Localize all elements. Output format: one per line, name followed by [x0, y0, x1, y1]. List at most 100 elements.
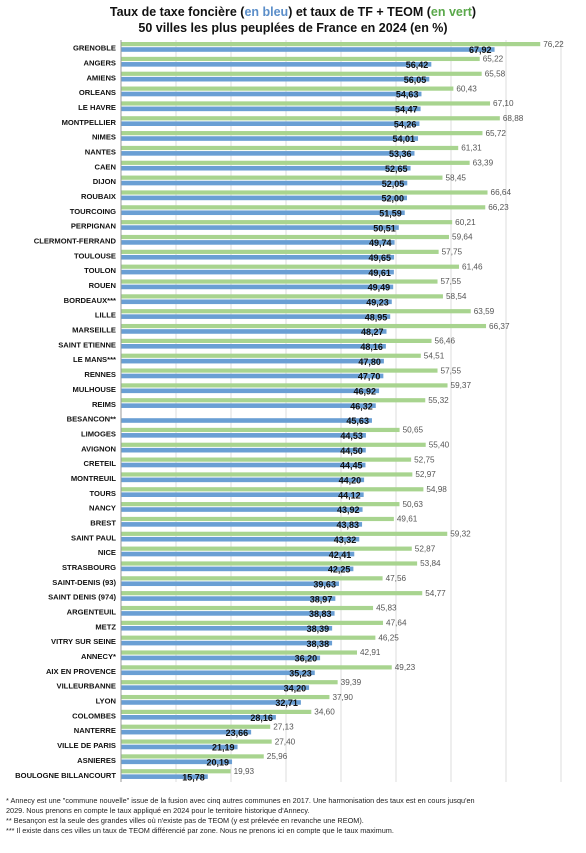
data-label-tf: 32,71	[275, 698, 298, 708]
bar-tf	[121, 447, 366, 453]
data-label-tf-teom: 60,21	[455, 218, 476, 227]
bar-row: 52,87 42,41 NICE	[98, 544, 436, 559]
bar-row: 76,22 67,92 GRENOBLE	[73, 40, 564, 55]
data-label-tf: 34,20	[284, 683, 307, 693]
bar-row: 54,51 47,80 LE MANS***	[73, 351, 445, 366]
data-label-tf-teom: 67,10	[493, 99, 514, 108]
bar-tf	[121, 611, 335, 616]
bar-row: 61,31 53,36 NANTES	[85, 144, 482, 159]
data-label-tf: 43,83	[337, 520, 360, 530]
bar-tf	[121, 715, 276, 720]
data-label-tf: 56,42	[406, 60, 429, 70]
bar-row: 50,65 44,53 LIMOGES	[81, 426, 424, 441]
bar-tf-teom	[121, 145, 459, 151]
category-label: VILLE DE PARIS	[57, 741, 116, 750]
bar-row: 47,56 39,63 SAINT-DENIS (93)	[52, 574, 406, 589]
bar-row: 27,13 23,66 NANTERRE	[74, 722, 294, 737]
bar-tf	[121, 522, 363, 527]
data-label-tf: 48,16	[360, 342, 383, 352]
data-label-tf: 54,01	[393, 134, 416, 144]
category-label: TOURS	[90, 489, 116, 498]
category-label: ROUEN	[89, 281, 116, 290]
data-label-tf-teom: 68,88	[503, 114, 524, 123]
data-label-tf: 44,50	[340, 446, 363, 456]
category-label: TOULOUSE	[74, 251, 116, 260]
bar-row: 66,64 52,00 ROUBAIX	[81, 188, 511, 203]
bar-tf-teom	[121, 650, 358, 655]
data-label-tf-teom: 27,13	[273, 722, 294, 731]
data-label-tf: 52,00	[381, 194, 404, 204]
data-label-tf-teom: 19,93	[234, 767, 255, 776]
bar-tf	[121, 418, 372, 423]
category-label: MULHOUSE	[73, 385, 116, 394]
data-label-tf: 52,05	[382, 179, 405, 189]
category-label: BESANCON**	[67, 415, 116, 424]
bar-row: 55,40 44,50 AVIGNON	[81, 440, 450, 455]
data-label-tf-teom: 58,54	[446, 292, 467, 301]
category-label: COLOMBES	[72, 711, 116, 720]
data-label-tf-teom: 50,63	[402, 500, 423, 509]
data-label-tf: 20,19	[207, 758, 230, 768]
category-label: AMIENS	[86, 73, 116, 82]
bar-tf	[121, 329, 387, 334]
category-label: MARSEILLE	[72, 326, 116, 335]
category-label: TOULON	[84, 266, 116, 275]
bar-tf	[121, 151, 415, 156]
bar-row: 46,25 38,38 VITRY SUR SEINE	[51, 633, 399, 648]
bar-tf	[121, 596, 336, 601]
bar-row: 58,54 49,23 BORDEAUX***	[64, 292, 467, 307]
data-label-tf-teom: 37,90	[332, 693, 353, 702]
bar-tf-teom	[121, 398, 426, 403]
data-label-tf: 48,95	[365, 312, 388, 322]
category-label: LIMOGES	[81, 429, 116, 438]
category-label: TOURCOING	[70, 207, 116, 216]
data-label-tf: 43,92	[337, 505, 360, 515]
bar-tf-teom	[121, 635, 376, 640]
bar-tf-teom	[121, 86, 454, 91]
bar-tf-teom	[121, 502, 400, 507]
bar-tf	[121, 136, 419, 141]
title-green-legend: en vert	[430, 5, 472, 19]
bar-row: 65,22 56,42 ANGERS	[84, 55, 504, 70]
bar-row: 61,46 49,61 TOULON	[84, 262, 483, 277]
data-label-tf: 36,20	[295, 654, 318, 664]
bar-tf-teom	[121, 709, 312, 714]
data-label-tf-teom: 50,65	[403, 426, 424, 435]
footnote-2: ** Besançon est la seule des grandes vil…	[6, 816, 364, 825]
category-label: NICE	[98, 548, 116, 557]
bar-row: 60,21 50,51 PERPIGNAN	[71, 218, 476, 233]
data-label-tf-teom: 66,64	[491, 188, 512, 197]
data-label-tf-teom: 76,22	[543, 40, 564, 49]
category-label: BREST	[90, 518, 116, 527]
bar-tf	[121, 774, 208, 779]
bar-tf	[121, 299, 392, 305]
bar-tf	[121, 254, 395, 260]
data-label-tf: 54,47	[395, 105, 418, 115]
bar-row: 27,40 21,19 VILLE DE PARIS	[57, 737, 296, 752]
bar-row: 57,55 49,49 ROUEN	[89, 277, 462, 292]
bar-tf-teom	[121, 160, 470, 165]
category-label: ANNECY*	[81, 652, 116, 661]
bar-row: 54,77 38,97 SAINT DENIS (974)	[48, 589, 446, 604]
data-label-tf: 44,53	[340, 431, 363, 441]
data-label-tf-teom: 54,51	[424, 351, 445, 360]
bar-tf	[121, 91, 422, 97]
bar-tf	[121, 106, 421, 112]
bar-row: 45,63 BESANCON**	[67, 415, 372, 426]
bar-row: 39,39 34,20 VILLEURBANNE	[57, 678, 362, 693]
bar-tf	[121, 640, 333, 646]
bar-row: 65,72 54,01 NIMES	[92, 129, 506, 144]
bar-tf	[121, 462, 366, 468]
data-label-tf-teom: 53,84	[420, 559, 441, 568]
data-label-tf-teom: 57,55	[441, 277, 462, 286]
bar-row: 47,64 38,39 METZ	[95, 619, 407, 634]
bar-tf	[121, 195, 407, 201]
bar-row: 52,75 44,45 CRETEIL	[84, 455, 436, 470]
bar-tf	[121, 314, 391, 319]
bar-tf	[121, 269, 394, 275]
chart-title: Taux de taxe foncière (en bleu) et taux …	[0, 4, 586, 36]
bar-row: 66,23 51,59 TOURCOING	[70, 203, 509, 218]
bar-tf-teom	[121, 383, 448, 388]
title-line-2: 50 villes les plus peuplées de France en…	[138, 21, 448, 35]
data-label-tf-teom: 52,87	[415, 544, 436, 553]
